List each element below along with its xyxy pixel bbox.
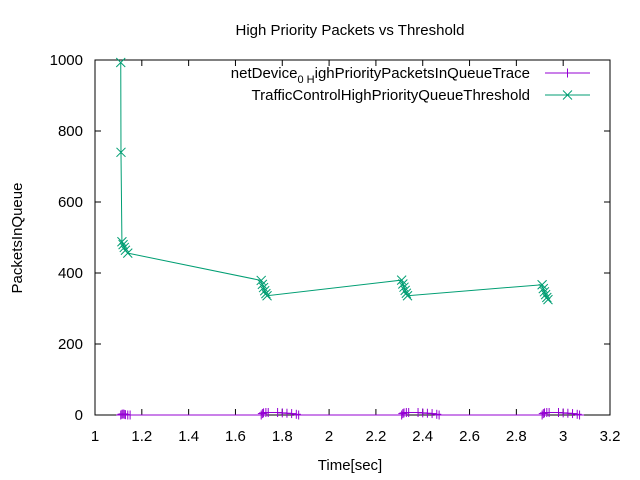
data-point [256,275,267,286]
legend-label: netDevice0 HighPriorityPacketsInQueueTra… [231,65,530,86]
data-point [572,409,582,419]
series-layer [115,57,585,420]
data-point [539,286,550,297]
series-1 [116,408,585,420]
y-tick-label: 800 [58,123,83,140]
data-point [544,408,554,418]
data-point [401,288,412,299]
data-point [540,289,551,300]
y-tick-label: 200 [58,336,83,353]
legend-marker [562,90,573,100]
y-tick-label: 0 [75,407,83,424]
y-tick-label: 400 [58,265,83,282]
legend: netDevice0 HighPriorityPacketsInQueueTra… [231,65,590,104]
data-point [400,285,411,296]
plot-frame [94,59,611,416]
data-point [538,409,548,419]
plot-area [94,59,611,416]
x-tick-label: 2.6 [459,428,480,445]
data-point [287,409,297,419]
data-point [575,410,585,420]
x-tick-label: 3 [559,428,567,445]
x-axis-label: Time[sec] [318,457,382,474]
data-point [427,409,437,419]
series-2 [115,57,553,305]
legend-label: TrafficControlHighPriorityQueueThreshold [252,87,530,104]
data-point [541,292,552,303]
y-tick-label: 600 [58,194,83,211]
data-point [256,410,266,420]
data-point [119,242,130,253]
data-point [125,410,135,420]
legend-entry: netDevice0 HighPriorityPacketsInQueueTra… [231,65,590,86]
series-line [120,412,580,416]
x-tick-label: 2.4 [412,428,433,445]
data-point [257,409,267,419]
data-point [538,283,549,294]
data-point [543,294,553,305]
data-point [396,275,407,285]
data-point [116,147,126,158]
legend-marker [563,68,572,78]
y-axis-label: PacketsInQueue [9,183,26,294]
data-point [402,290,413,301]
x-tick-label: 3.2 [600,428,621,445]
data-point [398,409,408,419]
legend-entry: TrafficControlHighPriorityQueueThreshold [252,87,590,104]
data-point [117,236,127,247]
x-tick-label: 1.2 [131,428,152,445]
y-tick-label: 1000 [50,52,83,69]
data-point [397,410,407,420]
data-point [434,410,444,420]
data-point [568,409,578,419]
data-point [537,410,547,420]
data-point [263,408,273,418]
axes: 1 1.2 1.4 1.6 1.8 2 2.2 2.4 2.6 2.8 3 3.2 0 200 400 600… [50,52,621,445]
x-tick-label: 1.6 [225,428,246,445]
data-point [537,279,547,290]
data-point [115,57,126,68]
data-point [118,239,128,250]
data-point [262,290,272,301]
data-point [261,288,271,299]
x-tick-label: 2 [325,428,333,445]
data-point [257,279,268,290]
x-tick-label: 2.2 [365,428,386,445]
x-tick-label: 1.4 [178,428,199,445]
data-point [291,409,301,419]
data-point [432,409,442,419]
data-point [397,279,408,289]
data-point [399,282,409,293]
x-tick-label: 1 [91,428,99,445]
data-point [294,410,304,420]
x-tick-label: 1.8 [272,428,293,445]
data-point [404,408,414,418]
data-point [259,285,270,296]
data-point [122,248,133,258]
chart-title: High Priority Packets vs Threshold [236,22,465,39]
x-tick-label: 2.8 [506,428,527,445]
data-point [258,282,269,293]
